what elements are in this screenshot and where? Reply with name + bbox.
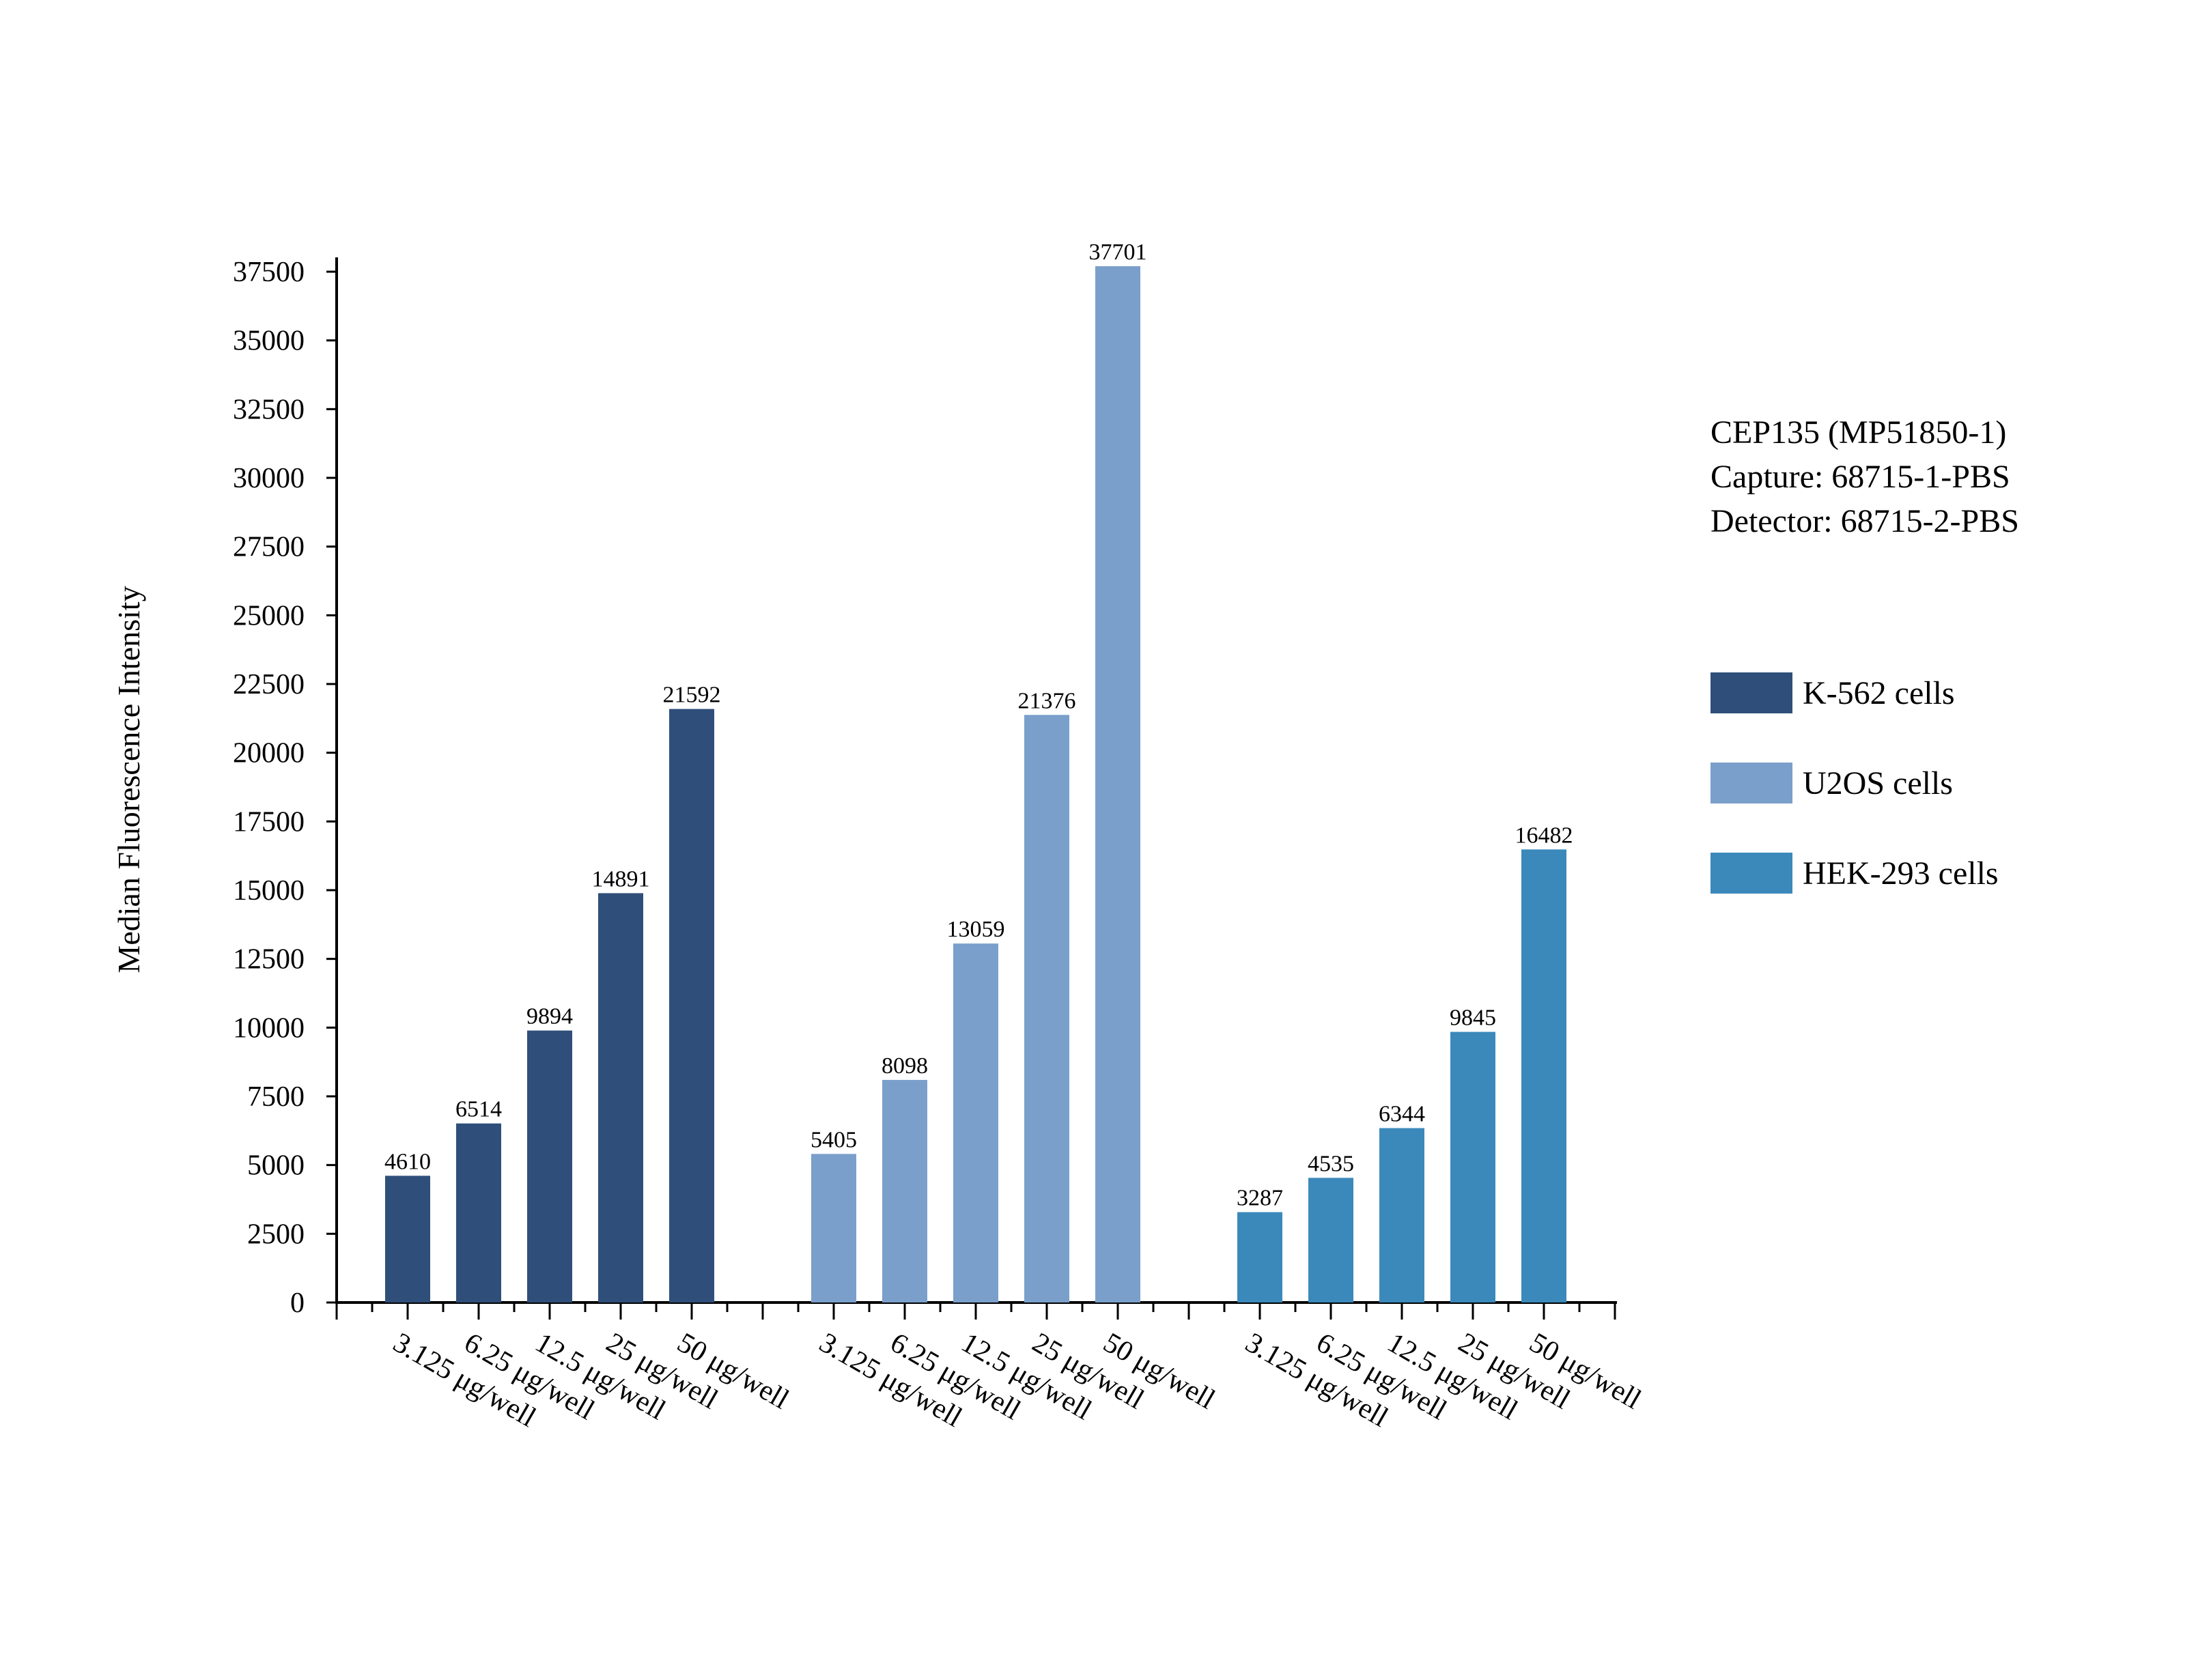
legend-label: HEK-293 cells [1803,855,1999,892]
info-annotation: CEP135 (MP51850-1) Capture: 68715-1-PBS … [1711,414,2019,539]
legend-swatch [1711,763,1792,803]
info-line-antibody: CEP135 (MP51850-1) [1711,414,2006,451]
info-line-detector: Detector: 68715-2-PBS [1711,503,2019,539]
x-ticks [335,1302,1616,1320]
y-tick-label: 17500 [233,806,305,838]
y-tick-label: 30000 [233,463,305,494]
bar-value-label: 21376 [1018,688,1076,713]
bar [1024,715,1069,1302]
bar [1450,1031,1495,1302]
bar [811,1154,856,1302]
bar-value-label: 3287 [1237,1186,1283,1211]
y-tick-label: 10000 [233,1012,305,1044]
y-tick-label: 2500 [247,1219,305,1250]
y-tick-label: 0 [290,1287,305,1319]
bar [1095,266,1140,1303]
legend-swatch [1711,672,1792,713]
bar [456,1123,501,1302]
bar [598,893,643,1302]
bar-value-label: 6514 [455,1097,502,1122]
legend-swatch [1711,853,1792,894]
bar [1237,1212,1282,1302]
bar-value-label: 4610 [384,1149,431,1174]
y-tick-label: 25000 [233,600,305,631]
y-ticks: 0 2500 5000 7500 10000 12500 15000 17500 20000 22… [233,257,337,1319]
bar-value-label: 14891 [592,866,650,892]
y-axis-title: Median Fluorescence Intensity [111,586,146,973]
y-tick-label: 27500 [233,532,305,563]
bar-value-label: 9894 [526,1004,573,1029]
bars [385,266,1566,1303]
y-axis: 0 2500 5000 7500 10000 12500 15000 17500 20000 22… [233,257,338,1319]
y-tick-label: 20000 [233,738,305,769]
bar [527,1030,572,1302]
y-tick-label: 32500 [233,394,305,425]
bar [385,1176,430,1302]
y-tick-label: 7500 [247,1081,305,1113]
y-tick-label: 15000 [233,875,305,907]
bar-value-label: 4535 [1308,1151,1354,1176]
legend: K-562 cells U2OS cells HEK-293 cells [1711,672,1999,894]
y-tick-label: 37500 [233,257,305,288]
bar-value-label: 9845 [1450,1006,1496,1031]
y-tick-label: 35000 [233,326,305,357]
bar [1521,849,1566,1302]
bar-value-label: 37701 [1089,240,1147,265]
bar-value-labels: 4610 6514 9894 14891 21592 5405 8098 13059 21376… [384,240,1573,1211]
bar [1308,1178,1353,1302]
bar [882,1079,927,1302]
bar [953,943,998,1302]
bar [669,709,714,1302]
bar-value-label: 21592 [663,683,721,708]
bar-value-label: 16482 [1515,823,1573,848]
bar-value-label: 6344 [1379,1102,1425,1127]
bar-value-label: 5405 [811,1127,857,1152]
bar-value-label: 13059 [947,917,1005,942]
y-tick-label: 12500 [233,944,305,976]
bar-value-label: 8098 [882,1053,928,1079]
info-line-capture: Capture: 68715-1-PBS [1711,459,2010,495]
legend-label: K-562 cells [1803,675,1955,711]
legend-label: U2OS cells [1803,765,1953,801]
y-tick-label: 22500 [233,669,305,700]
bar [1379,1128,1424,1302]
y-tick-label: 5000 [247,1150,305,1182]
